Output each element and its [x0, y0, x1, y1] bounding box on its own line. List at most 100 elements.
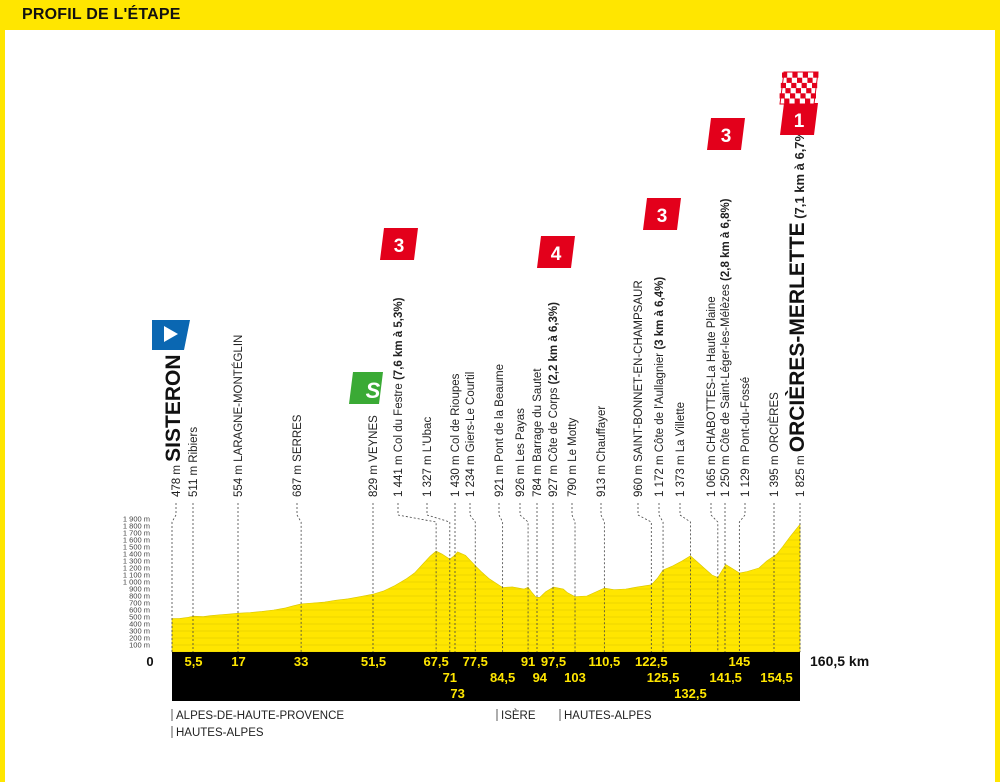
sprint-label: S [366, 378, 381, 403]
point-label: 1 395 m ORCIÈRES [768, 392, 781, 497]
point-altitude: 554 m [233, 462, 245, 497]
y-tick-label: 1 100 m [123, 571, 150, 580]
point-label: 687 m SERRES [292, 414, 304, 497]
checker-cell [779, 93, 785, 99]
checker-cell [797, 77, 803, 83]
marker-connector [571, 503, 576, 652]
km-label: 5,5 [184, 654, 202, 669]
km-label: 110,5 [588, 654, 620, 669]
frame-right [995, 30, 1000, 782]
point-label: 511 m Ribiers [188, 427, 200, 497]
point-altitude: 1 065 m [706, 452, 718, 497]
marker-connector [426, 503, 451, 652]
point-name: Côte de Saint-Léger-les-Mélèzes [720, 284, 732, 452]
km-label: 91 [521, 654, 535, 669]
point-name: Côte de l'Aullagnier [654, 353, 666, 453]
point-label: 1 430 m Col de Rioupes [450, 373, 462, 497]
point-altitude: 1 250 m [720, 452, 732, 497]
marker-connector [600, 503, 605, 652]
checker-cell [795, 88, 801, 94]
point-climb-detail: (7,6 km à 5,3%) [393, 297, 405, 383]
point-name: L'Ubac [422, 417, 434, 453]
y-tick-label: 600 m [129, 606, 150, 615]
y-tick-label: 1 800 m [123, 522, 150, 531]
point-name: La Villette [675, 402, 687, 452]
sprint-flag-icon [349, 372, 383, 404]
km-label: 97,5 [541, 654, 566, 669]
point-altitude: 784 m [532, 462, 544, 497]
y-tick-label: 500 m [129, 613, 150, 622]
y-tick-label: 1 400 m [123, 550, 150, 559]
climb-category-badge: 3 [643, 198, 681, 230]
point-name: Chauffayer [596, 406, 608, 462]
point-climb-detail: (7,1 km à 6,7%) [792, 126, 807, 223]
point-name: Les Payas [515, 408, 527, 462]
point-altitude: 1 441 m [393, 452, 405, 497]
climb-badge-shape [380, 228, 418, 260]
point-altitude: 1 373 m [675, 452, 687, 497]
checker-cell [791, 82, 797, 89]
point-label: 784 m Barrage du Sautet [532, 368, 544, 497]
y-tick-label: 300 m [129, 627, 150, 636]
point-climb-detail: (2,8 km à 6,8%) [720, 198, 732, 284]
marker-connector [171, 503, 177, 652]
checker-cell [786, 77, 792, 83]
point-altitude: 1 172 m [654, 452, 666, 497]
finish-flag-icon [779, 71, 819, 105]
checker-cell [810, 93, 816, 99]
climb-badge-shape [643, 198, 681, 230]
checker-cell [782, 72, 788, 78]
y-tick-label: 1 700 m [123, 529, 150, 538]
climb-badge-shape [780, 103, 818, 135]
km-start-label: 0 [146, 654, 153, 669]
marker-connector [658, 503, 664, 652]
checker-cell [800, 93, 806, 99]
y-tick-label: 1 900 m [123, 515, 150, 524]
point-name: SAINT-BONNET-EN-CHAMPSAUR [633, 280, 645, 461]
point-label: 1 250 m Côte de Saint-Léger-les-Mélèzes … [720, 198, 732, 497]
km-label: 33 [294, 654, 308, 669]
point-name: Col de Rioupes [450, 373, 462, 452]
point-label: 913 m Chauffayer [596, 406, 608, 497]
km-label: 103 [564, 670, 586, 685]
marker-connector [519, 503, 529, 652]
y-tick-label: 1 200 m [123, 564, 150, 573]
point-name: LARAGNE-MONTÉGLIN [232, 335, 245, 462]
y-tick-label: 1 000 m [123, 578, 150, 587]
marker-connector [637, 503, 652, 652]
point-altitude: 913 m [596, 462, 608, 497]
y-tick-label: 1 600 m [123, 536, 150, 545]
point-label: 1 825 m ORCIÈRES-MERLETTE (7,1 km à 6,7%… [786, 126, 809, 497]
point-name: Pont-du-Fossé [740, 377, 752, 452]
point-name: Col du Festre [393, 383, 405, 452]
point-altitude: 1 234 m [465, 452, 477, 497]
checker-cell [805, 98, 811, 104]
start-flag-icon [152, 320, 190, 350]
checker-cell [792, 72, 798, 78]
region-label: ISÈRE [501, 709, 536, 722]
marker-connector [498, 503, 504, 652]
point-name: VEYNES [368, 415, 380, 462]
region-label: HAUTES-ALPES [564, 710, 652, 722]
point-name: SERRES [292, 414, 304, 462]
point-climb-detail: (2,2 km à 6,3%) [548, 302, 560, 388]
marker-connector [296, 503, 302, 652]
km-label: 71 [443, 670, 457, 685]
checker-cell [784, 98, 790, 104]
y-tick-label: 700 m [129, 599, 150, 608]
region-label: ALPES-DE-HAUTE-PROVENCE [176, 710, 344, 722]
marker-connector [397, 503, 437, 652]
point-name: ORCIÈRES [768, 392, 781, 452]
checker-cell [806, 88, 812, 94]
point-altitude: 1 430 m [450, 452, 462, 497]
km-label: 145 [729, 654, 751, 669]
elevation-area [171, 523, 801, 653]
climb-category-label: 4 [551, 244, 562, 265]
marker-connector [738, 503, 746, 652]
point-altitude: 921 m [494, 462, 506, 497]
checker-cell [794, 98, 800, 104]
frame-left [0, 30, 5, 782]
point-altitude: 511 m [188, 463, 200, 497]
